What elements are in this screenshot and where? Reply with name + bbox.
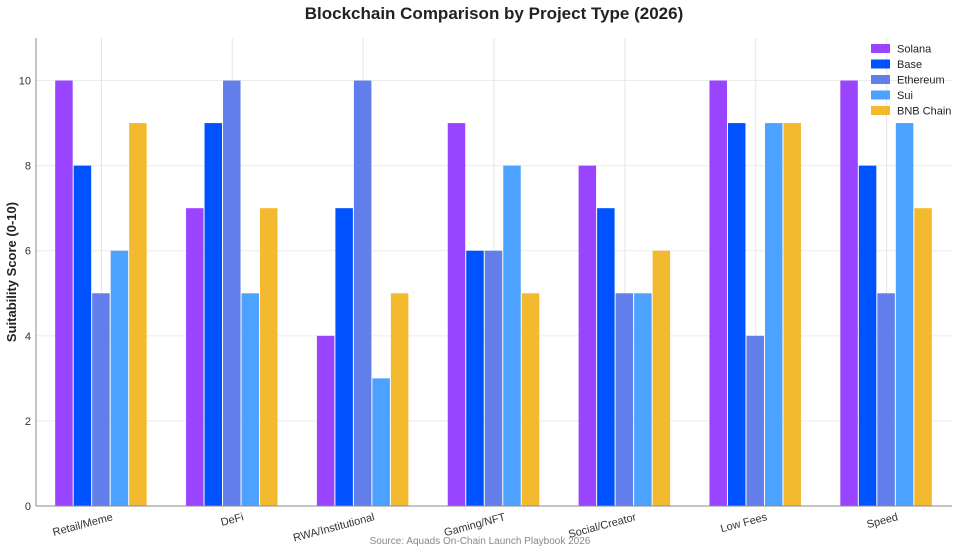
x-tick-label-2: RWA/Institutional bbox=[292, 511, 376, 544]
bar-2-2 bbox=[353, 80, 372, 506]
bar-2-6 bbox=[877, 293, 895, 506]
y-tick-label-3: 6 bbox=[25, 246, 31, 258]
bar-3-5 bbox=[764, 123, 783, 506]
bar-4-6 bbox=[914, 208, 932, 506]
y-tick-label-0: 0 bbox=[25, 501, 31, 513]
bar-0-1 bbox=[186, 208, 204, 506]
x-tick-label-6: Speed bbox=[866, 511, 900, 531]
bar-2-0 bbox=[92, 293, 110, 506]
bar-0-3 bbox=[447, 123, 466, 506]
source-note: Source: Aquads On-Chain Launch Playbook … bbox=[370, 536, 591, 547]
bar-1-1 bbox=[204, 123, 223, 506]
legend: Solana Base Ethereum Sui BNB Chain bbox=[871, 44, 951, 118]
bar-1-2 bbox=[335, 208, 353, 506]
bar-2-3 bbox=[484, 250, 503, 506]
y-axis-label: Suitability Score (0-10) bbox=[4, 202, 19, 342]
legend-label-0: Solana bbox=[897, 44, 932, 56]
x-tick-label-5: Low Fees bbox=[719, 511, 769, 535]
legend-swatch-1 bbox=[871, 59, 890, 69]
legend-label-3: Sui bbox=[897, 90, 913, 102]
legend-swatch-4 bbox=[871, 106, 890, 115]
bar-3-1 bbox=[241, 293, 260, 506]
bar-4-4 bbox=[652, 250, 671, 506]
bar-1-3 bbox=[466, 250, 484, 506]
bar-2-1 bbox=[223, 80, 241, 506]
bar-2-5 bbox=[746, 335, 764, 506]
bar-4-1 bbox=[260, 208, 278, 506]
bar-3-6 bbox=[895, 123, 914, 506]
bar-3-2 bbox=[372, 378, 390, 506]
legend-label-1: Base bbox=[897, 59, 922, 71]
y-tick-label-5: 10 bbox=[19, 76, 31, 88]
bar-4-3 bbox=[521, 293, 540, 506]
y-tick-label-2: 4 bbox=[25, 331, 31, 343]
bar-4-5 bbox=[783, 123, 801, 506]
bar-4-2 bbox=[390, 293, 409, 506]
x-tick-label-1: DeFi bbox=[220, 511, 246, 529]
legend-swatch-2 bbox=[871, 75, 890, 84]
bars bbox=[55, 80, 932, 507]
bar-0-6 bbox=[840, 80, 858, 506]
legend-swatch-3 bbox=[871, 90, 890, 100]
bar-3-4 bbox=[634, 293, 652, 506]
chart-title: Blockchain Comparison by Project Type (2… bbox=[305, 4, 684, 23]
bar-0-0 bbox=[55, 80, 73, 506]
legend-label-4: BNB Chain bbox=[897, 106, 951, 118]
x-tick-label-3: Gaming/NFT bbox=[443, 511, 507, 539]
bar-1-5 bbox=[727, 123, 746, 506]
legend-swatch-0 bbox=[871, 44, 890, 53]
bar-1-6 bbox=[858, 165, 877, 507]
bar-3-3 bbox=[503, 165, 521, 507]
y-tick-label-4: 8 bbox=[25, 161, 31, 173]
bar-0-5 bbox=[709, 80, 727, 506]
bar-1-4 bbox=[597, 208, 615, 506]
legend-label-2: Ethereum bbox=[897, 75, 945, 87]
bar-1-0 bbox=[73, 165, 92, 507]
bar-0-2 bbox=[316, 335, 335, 506]
bar-2-4 bbox=[615, 293, 634, 506]
bar-4-0 bbox=[129, 123, 147, 506]
bar-0-4 bbox=[578, 165, 597, 507]
bar-3-0 bbox=[110, 250, 129, 506]
y-tick-label-1: 2 bbox=[25, 416, 31, 428]
x-tick-label-0: Retail/Meme bbox=[51, 511, 114, 539]
